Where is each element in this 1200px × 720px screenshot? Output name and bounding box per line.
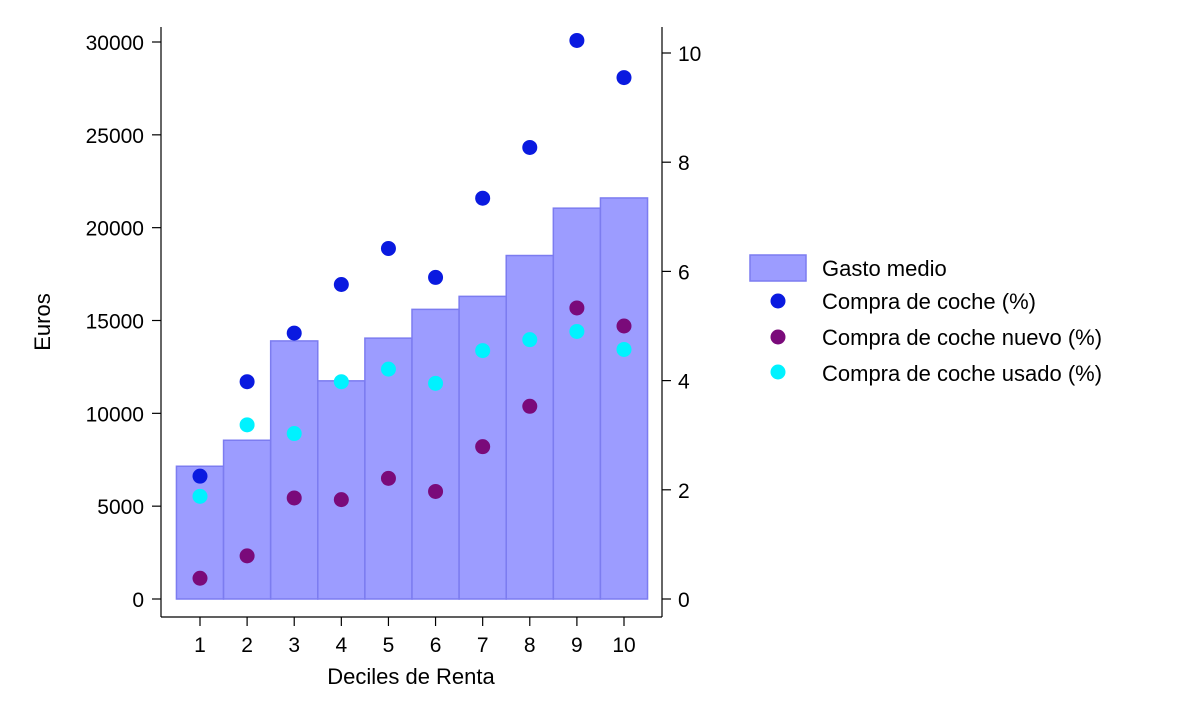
legend-swatch-gasto-medio xyxy=(749,254,807,282)
legend-label-compra-coche: Compra de coche (%) xyxy=(822,289,1036,314)
y-right-tick-label-2: 2 xyxy=(678,480,690,503)
point-compra-coche-nuevo-decile-7 xyxy=(475,439,491,455)
legend-swatch-compra-coche-nuevo xyxy=(770,329,786,345)
y-left-tick-label-20000: 20000 xyxy=(86,218,144,241)
bar-gasto-medio-decile-6 xyxy=(411,308,460,600)
point-compra-coche-usado-decile-8 xyxy=(522,332,538,348)
x-tick-label-6: 6 xyxy=(430,634,442,657)
x-tick-label-1: 1 xyxy=(194,634,206,657)
x-tick-label-5: 5 xyxy=(383,634,395,657)
y-right-tick-label-6: 6 xyxy=(678,261,690,284)
legend-swatch-compra-coche-usado xyxy=(770,364,786,380)
point-compra-coche-decile-10 xyxy=(616,70,632,86)
x-tick-label-2: 2 xyxy=(241,634,253,657)
point-compra-coche-usado-decile-5 xyxy=(380,361,396,377)
point-compra-coche-nuevo-decile-10 xyxy=(616,318,632,334)
bar-gasto-medio-decile-2 xyxy=(222,439,272,600)
bar-gasto-medio-decile-3 xyxy=(269,340,319,600)
y-left-tick-label-0: 0 xyxy=(132,589,144,612)
x-tick-label-4: 4 xyxy=(335,634,347,657)
point-compra-coche-decile-6 xyxy=(428,269,444,285)
x-axis-title: Deciles de Renta xyxy=(327,664,495,689)
point-compra-coche-usado-decile-10 xyxy=(616,341,632,357)
point-compra-coche-nuevo-decile-6 xyxy=(428,483,444,499)
point-compra-coche-decile-1 xyxy=(192,468,208,484)
x-tick-label-3: 3 xyxy=(288,634,300,657)
point-compra-coche-nuevo-decile-5 xyxy=(380,470,396,486)
y-axis-right-ticks: 0 2 4 6 8 10 xyxy=(662,43,701,612)
point-compra-coche-usado-decile-9 xyxy=(569,323,585,339)
point-compra-coche-usado-decile-3 xyxy=(286,426,302,442)
y-left-tick-label-30000: 30000 xyxy=(86,32,144,55)
bars-layer xyxy=(175,197,649,600)
point-compra-coche-decile-8 xyxy=(522,139,538,155)
x-tick-label-10: 10 xyxy=(612,634,635,657)
point-compra-coche-nuevo-decile-4 xyxy=(333,492,349,508)
point-compra-coche-usado-decile-6 xyxy=(428,375,444,391)
y-right-tick-label-8: 8 xyxy=(678,152,690,175)
legend-label-compra-coche-usado: Compra de coche usado (%) xyxy=(822,361,1102,386)
legend-swatch-compra-coche xyxy=(770,293,786,309)
y-left-tick-label-25000: 25000 xyxy=(86,125,144,148)
point-compra-coche-nuevo-decile-8 xyxy=(522,398,538,414)
point-compra-coche-nuevo-decile-3 xyxy=(286,490,302,506)
x-axis: 1 2 3 4 5 6 7 8 9 10 Deciles de Renta xyxy=(161,616,662,689)
bar-gasto-medio-decile-9 xyxy=(552,207,602,600)
bar-gasto-medio-decile-5 xyxy=(364,337,413,600)
point-compra-coche-nuevo-decile-2 xyxy=(239,548,255,564)
y-right-tick-label-4: 4 xyxy=(678,371,690,394)
y-axis-left: 0 5000 10000 15000 20000 25000 30000 Euros xyxy=(30,27,162,617)
bar-gasto-medio-decile-8 xyxy=(505,254,555,600)
x-tick-label-8: 8 xyxy=(524,634,536,657)
y-axis-right: 0 2 4 6 8 10 xyxy=(661,27,701,617)
legend-label-compra-coche-nuevo: Compra de coche nuevo (%) xyxy=(822,325,1102,350)
y-right-tick-label-10: 10 xyxy=(678,43,701,66)
point-compra-coche-decile-5 xyxy=(380,240,396,256)
point-compra-coche-nuevo-decile-1 xyxy=(192,570,208,586)
point-compra-coche-decile-3 xyxy=(286,325,302,341)
points-layer xyxy=(192,32,632,586)
y-left-tick-label-5000: 5000 xyxy=(97,496,144,519)
point-compra-coche-decile-4 xyxy=(333,277,349,292)
bar-gasto-medio-decile-4 xyxy=(317,380,366,600)
x-tick-label-9: 9 xyxy=(571,634,583,657)
legend-label-gasto-medio: Gasto medio xyxy=(822,256,947,281)
point-compra-coche-usado-decile-4 xyxy=(333,374,349,390)
point-compra-coche-decile-9 xyxy=(569,32,585,48)
point-compra-coche-usado-decile-7 xyxy=(475,343,491,359)
y-axis-left-title: Euros xyxy=(30,293,55,350)
point-compra-coche-decile-2 xyxy=(239,374,255,390)
point-compra-coche-decile-7 xyxy=(475,190,491,206)
y-right-tick-label-0: 0 xyxy=(678,589,690,612)
x-axis-ticks: 1 2 3 4 5 6 7 8 9 10 xyxy=(194,617,636,657)
x-tick-label-7: 7 xyxy=(477,634,489,657)
point-compra-coche-usado-decile-1 xyxy=(192,488,208,504)
bar-gasto-medio-decile-10 xyxy=(599,197,649,600)
point-compra-coche-nuevo-decile-9 xyxy=(569,300,585,316)
legend: Gasto medio Compra de coche (%) Compra d… xyxy=(749,254,1102,386)
y-left-tick-label-15000: 15000 xyxy=(86,311,144,334)
y-axis-left-ticks: 0 5000 10000 15000 20000 25000 30000 xyxy=(86,32,161,612)
point-compra-coche-usado-decile-2 xyxy=(239,417,255,433)
y-left-tick-label-10000: 10000 xyxy=(86,403,144,426)
